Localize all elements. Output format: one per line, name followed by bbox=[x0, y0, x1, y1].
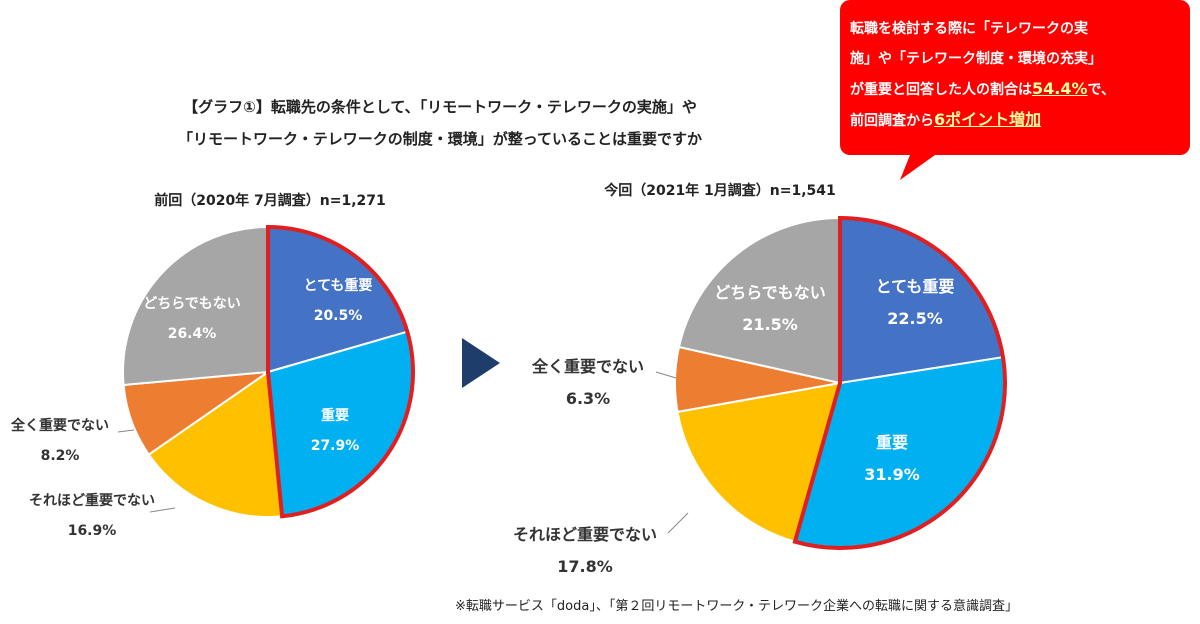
slice-label: 重要 bbox=[321, 407, 349, 424]
pie-slice bbox=[147, 370, 284, 518]
pie-chart-2: 今回（2021年 1月調査）n=1,541 とても重要 22.5% 重要 31.9% それ… bbox=[513, 182, 1007, 576]
callout-percent-highlight: 54.4% bbox=[1032, 79, 1088, 98]
slice-value-label: 21.5% bbox=[742, 315, 798, 334]
slice-label: 重要 bbox=[876, 433, 908, 452]
pie-slice bbox=[793, 356, 1006, 549]
slice-value-label: 27.9% bbox=[311, 438, 360, 454]
slice-label: 全く重要でない bbox=[531, 357, 644, 376]
slice-value-label: 22.5% bbox=[887, 309, 943, 328]
callout-shape bbox=[840, 0, 1190, 180]
slice-label: とても重要 bbox=[876, 277, 955, 296]
slice-value-label: 20.5% bbox=[314, 308, 363, 324]
leader-line bbox=[149, 507, 176, 513]
pie-slice bbox=[676, 381, 842, 543]
highlight-outline bbox=[792, 215, 1007, 550]
pie-slice bbox=[839, 216, 1005, 385]
slice-value-label: 31.9% bbox=[864, 465, 920, 484]
callout-line3: が重要と回答した人の割合は54.4%で、 bbox=[850, 74, 1180, 105]
leader-line bbox=[655, 371, 677, 379]
slice-value-label: 16.9% bbox=[68, 523, 117, 539]
highlight-outline bbox=[266, 224, 415, 519]
leader-line bbox=[667, 512, 689, 534]
pie-title: 前回（2020年 7月調査）n=1,271 bbox=[154, 192, 386, 209]
callout-line1: 転職を検討する際に「テレワークの実 bbox=[850, 21, 1088, 37]
callout-line3-pre: が重要と回答した人の割合は bbox=[850, 82, 1032, 98]
pie-slice bbox=[122, 370, 272, 456]
pie-slice bbox=[122, 225, 269, 387]
pie-slice bbox=[674, 345, 841, 414]
pie-slice bbox=[677, 216, 841, 385]
callout-line2: 施」や「テレワーク制度・環境の充実」 bbox=[850, 51, 1102, 67]
source-note: ※転職サービス「doda」、「第２回リモートワーク・テレワーク企業への転職に関す… bbox=[455, 599, 1019, 614]
pie-title: 今回（2021年 1月調査）n=1,541 bbox=[603, 182, 836, 199]
slice-value-label: 6.3% bbox=[566, 389, 610, 408]
pie-slice bbox=[267, 225, 409, 374]
slice-label: それほど重要でない bbox=[513, 525, 657, 544]
callout-line3-post: で、 bbox=[1087, 82, 1115, 98]
arrow-right-icon bbox=[462, 338, 500, 388]
slice-label: とても重要 bbox=[304, 277, 373, 294]
callout-line4: 前回調査から6ポイント増加 bbox=[850, 105, 1180, 136]
callout-bubble bbox=[840, 0, 1190, 180]
slice-value-label: 26.4% bbox=[168, 326, 217, 342]
slice-label: どちらでもない bbox=[143, 296, 241, 312]
callout-text: 転職を検討する際に「テレワークの実 施」や「テレワーク制度・環境の充実」 が重要… bbox=[850, 14, 1180, 136]
slice-label: それほど重要でない bbox=[29, 492, 155, 509]
slice-label: 全く重要でない bbox=[10, 417, 109, 434]
leader-line bbox=[117, 429, 135, 433]
chart-title-line1: 【グラフ①】転職先の条件として、「リモートワーク・テレワークの実施」や bbox=[183, 98, 697, 116]
pie-chart-1: 前回（2020年 7月調査）n=1,271 とても重要 20.5% 重要 27.9% それ… bbox=[10, 192, 415, 539]
chart-title-line2: 「リモートワーク・テレワークの制度・環境」が整っていることは重要ですか bbox=[178, 130, 702, 148]
slice-value-label: 17.8% bbox=[557, 557, 613, 576]
slice-value-label: 8.2% bbox=[41, 448, 80, 464]
slice-label: どちらでもない bbox=[714, 283, 826, 302]
callout-line4-pre: 前回調査から bbox=[850, 113, 934, 129]
callout-points-highlight: 6ポイント増加 bbox=[934, 110, 1042, 129]
pie-slice bbox=[266, 330, 414, 518]
